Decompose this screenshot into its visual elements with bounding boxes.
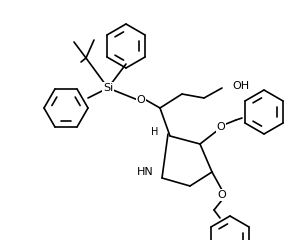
Text: O: O bbox=[218, 190, 226, 200]
Text: O: O bbox=[136, 95, 145, 105]
Text: HN: HN bbox=[137, 167, 154, 177]
Text: Si: Si bbox=[103, 83, 113, 93]
Text: H: H bbox=[150, 127, 158, 137]
Text: O: O bbox=[217, 122, 225, 132]
Text: OH: OH bbox=[232, 81, 249, 91]
